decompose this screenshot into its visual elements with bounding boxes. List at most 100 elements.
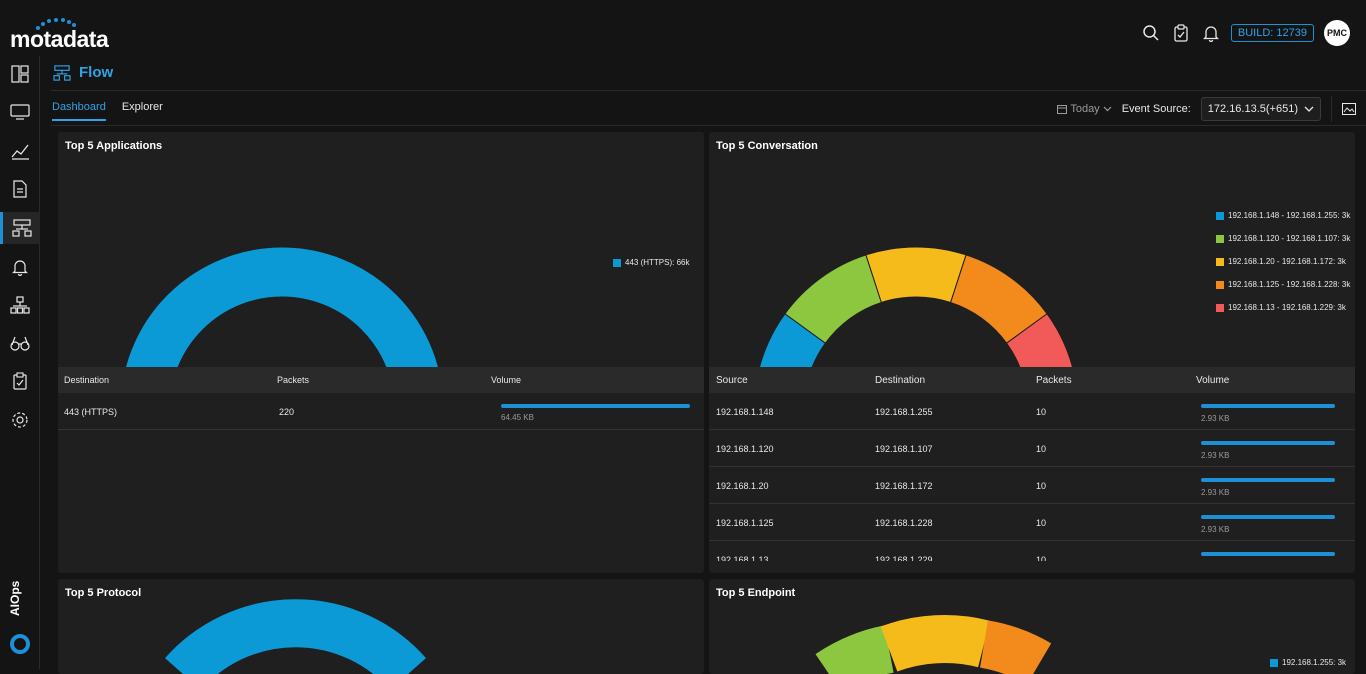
chart-legend: 192.168.1.255: 3k — [1270, 651, 1346, 674]
cell-packets: 10 — [1036, 407, 1047, 417]
legend-swatch — [1216, 280, 1224, 289]
sidebar-item-explorer[interactable] — [0, 327, 40, 359]
filter-bar: Today Event Source: 172.16.13.5(+651) — [1057, 96, 1356, 122]
column-header[interactable]: Destination — [64, 375, 110, 385]
cell-source: 192.168.1.13 — [716, 555, 769, 561]
table-row[interactable]: 192.168.1.20 192.168.1.172 10 2.93 KB — [709, 467, 1355, 504]
avatar[interactable]: PMC — [1324, 20, 1350, 46]
gear-icon — [12, 412, 28, 428]
cell-source: 192.168.1.120 — [716, 444, 774, 454]
time-filter[interactable]: Today — [1057, 103, 1112, 115]
legend-label: 192.168.1.13 - 192.168.1.229: 3k — [1228, 303, 1346, 312]
bell-icon[interactable] — [1201, 23, 1221, 43]
widget-title: Top 5 Endpoint — [716, 587, 796, 599]
sidebar-item-logs[interactable] — [0, 173, 40, 205]
widget-top-conversation: Top 5 Conversation 192.168.1.148 - 192.1… — [709, 132, 1355, 573]
main-content: Flow Dashboard Explorer Today Event Sour… — [41, 56, 1366, 674]
page-title: Flow — [53, 64, 113, 81]
search-icon[interactable] — [1141, 23, 1161, 43]
sidebar-item-topology[interactable] — [0, 289, 40, 321]
flow-icon — [53, 64, 71, 81]
sidebar-item-alerts[interactable] — [0, 251, 40, 283]
table-row[interactable]: 192.168.1.120 192.168.1.107 10 2.93 KB — [709, 430, 1355, 467]
sidebar-item-metrics[interactable] — [0, 135, 40, 167]
cell-volume: 2.93 KB — [1201, 414, 1230, 423]
tab-explorer[interactable]: Explorer — [121, 101, 163, 113]
column-header[interactable]: Volume — [1196, 375, 1230, 386]
legend-item[interactable]: 192.168.1.20 - 192.168.1.172: 3k — [1216, 250, 1350, 273]
sidebar-item-flow[interactable] — [0, 212, 40, 244]
time-filter-label: Today — [1070, 103, 1100, 115]
column-header[interactable]: Source — [716, 375, 748, 386]
table-row[interactable]: 192.168.1.125 192.168.1.228 10 2.93 KB — [709, 504, 1355, 541]
donut-segment[interactable] — [865, 246, 967, 304]
page-title-text: Flow — [79, 64, 114, 81]
clipboard-check-icon — [13, 372, 27, 390]
widget-top-protocol: Top 5 Protocol — [58, 579, 704, 674]
chevron-down-icon — [1103, 106, 1112, 112]
tab-dashboard[interactable]: Dashboard — [52, 101, 106, 121]
legend-label: 192.168.1.148 - 192.168.1.255: 3k — [1228, 211, 1351, 220]
widget-title: Top 5 Conversation — [716, 140, 818, 152]
cell-source: 192.168.1.125 — [716, 518, 774, 528]
donut-segment — [815, 625, 895, 674]
cell-packets: 10 — [1036, 444, 1047, 454]
cell-destination: 192.168.1.255 — [875, 407, 933, 417]
cell-packets: 10 — [1036, 518, 1047, 528]
divider — [1331, 96, 1332, 122]
calendar-icon — [1057, 105, 1068, 114]
donut-segment[interactable] — [1005, 313, 1078, 368]
legend-label: 192.168.1.125 - 192.168.1.228: 3k — [1228, 280, 1351, 289]
logo-dots-icon — [36, 18, 76, 30]
column-header[interactable]: Packets — [1036, 375, 1072, 386]
legend-item[interactable]: 192.168.1.255: 3k — [1270, 651, 1346, 674]
legend-label: 192.168.1.255: 3k — [1282, 658, 1347, 667]
cell-destination: 192.168.1.228 — [875, 518, 933, 528]
column-header[interactable]: Volume — [491, 375, 522, 385]
sidebar-item-monitor[interactable] — [0, 96, 40, 128]
clipboard-check-icon[interactable] — [1171, 23, 1191, 43]
volume-bar — [1201, 441, 1335, 445]
legend-swatch — [1216, 303, 1224, 312]
column-header[interactable]: Packets — [277, 375, 310, 385]
legend-item[interactable]: 192.168.1.120 - 192.168.1.107: 3k — [1216, 227, 1350, 250]
endpoint-donut-chart — [815, 615, 1052, 674]
donut-segment — [979, 620, 1052, 674]
monitor-icon — [10, 104, 30, 120]
binoculars-icon — [10, 336, 30, 351]
table-row[interactable]: 192.168.1.148 192.168.1.255 10 2.93 KB — [709, 393, 1355, 430]
conversation-donut-chart — [758, 246, 1078, 368]
table-row[interactable]: 443 (HTTPS) 220 64.45 KB — [58, 393, 704, 430]
cell-destination: 192.168.1.172 — [875, 481, 933, 491]
sidebar: AIOps — [0, 56, 40, 669]
donut-segment — [880, 615, 990, 672]
sidebar-item-settings[interactable] — [0, 404, 40, 436]
logo[interactable]: motadata — [10, 26, 109, 52]
aiops-logo-icon[interactable] — [9, 633, 31, 655]
volume-bar — [1201, 515, 1335, 519]
build-badge: BUILD: 12739 — [1230, 24, 1314, 42]
table-row[interactable]: 192.168.1.13 192.168.1.229 10 — [709, 541, 1355, 561]
legend-swatch — [1216, 211, 1224, 220]
table-header: Source Destination Packets Volume — [709, 367, 1355, 393]
event-source-select[interactable]: 172.16.13.5(+651) — [1200, 97, 1321, 121]
widget-top-endpoint: Top 5 Endpoint 192.168.1.255: 3k — [709, 579, 1355, 674]
legend-label: 192.168.1.120 - 192.168.1.107: 3k — [1228, 234, 1351, 243]
legend-item[interactable]: 192.168.1.148 - 192.168.1.255: 3k — [1216, 204, 1350, 227]
protocol-donut-chart — [165, 599, 426, 674]
aiops-label[interactable]: AIOps — [8, 580, 22, 616]
image-export-icon[interactable] — [1342, 103, 1356, 115]
column-header[interactable]: Destination — [875, 375, 926, 386]
chart-legend: 443 (HTTPS): 66k — [613, 251, 689, 274]
sidebar-item-dashboard[interactable] — [0, 58, 40, 90]
donut-segment[interactable] — [120, 246, 444, 368]
sidebar-item-reports[interactable] — [0, 365, 40, 397]
flow-icon — [11, 219, 32, 237]
cell-packets: 10 — [1036, 555, 1047, 561]
legend-item[interactable]: 443 (HTTPS): 66k — [613, 251, 689, 274]
legend-swatch — [1216, 257, 1224, 266]
table-body: 192.168.1.148 192.168.1.255 10 2.93 KB 192.1… — [709, 393, 1355, 561]
tab-bar: Dashboard Explorer — [52, 101, 163, 121]
legend-item[interactable]: 192.168.1.13 - 192.168.1.229: 3k — [1216, 296, 1350, 319]
legend-item[interactable]: 192.168.1.125 - 192.168.1.228: 3k — [1216, 273, 1350, 296]
